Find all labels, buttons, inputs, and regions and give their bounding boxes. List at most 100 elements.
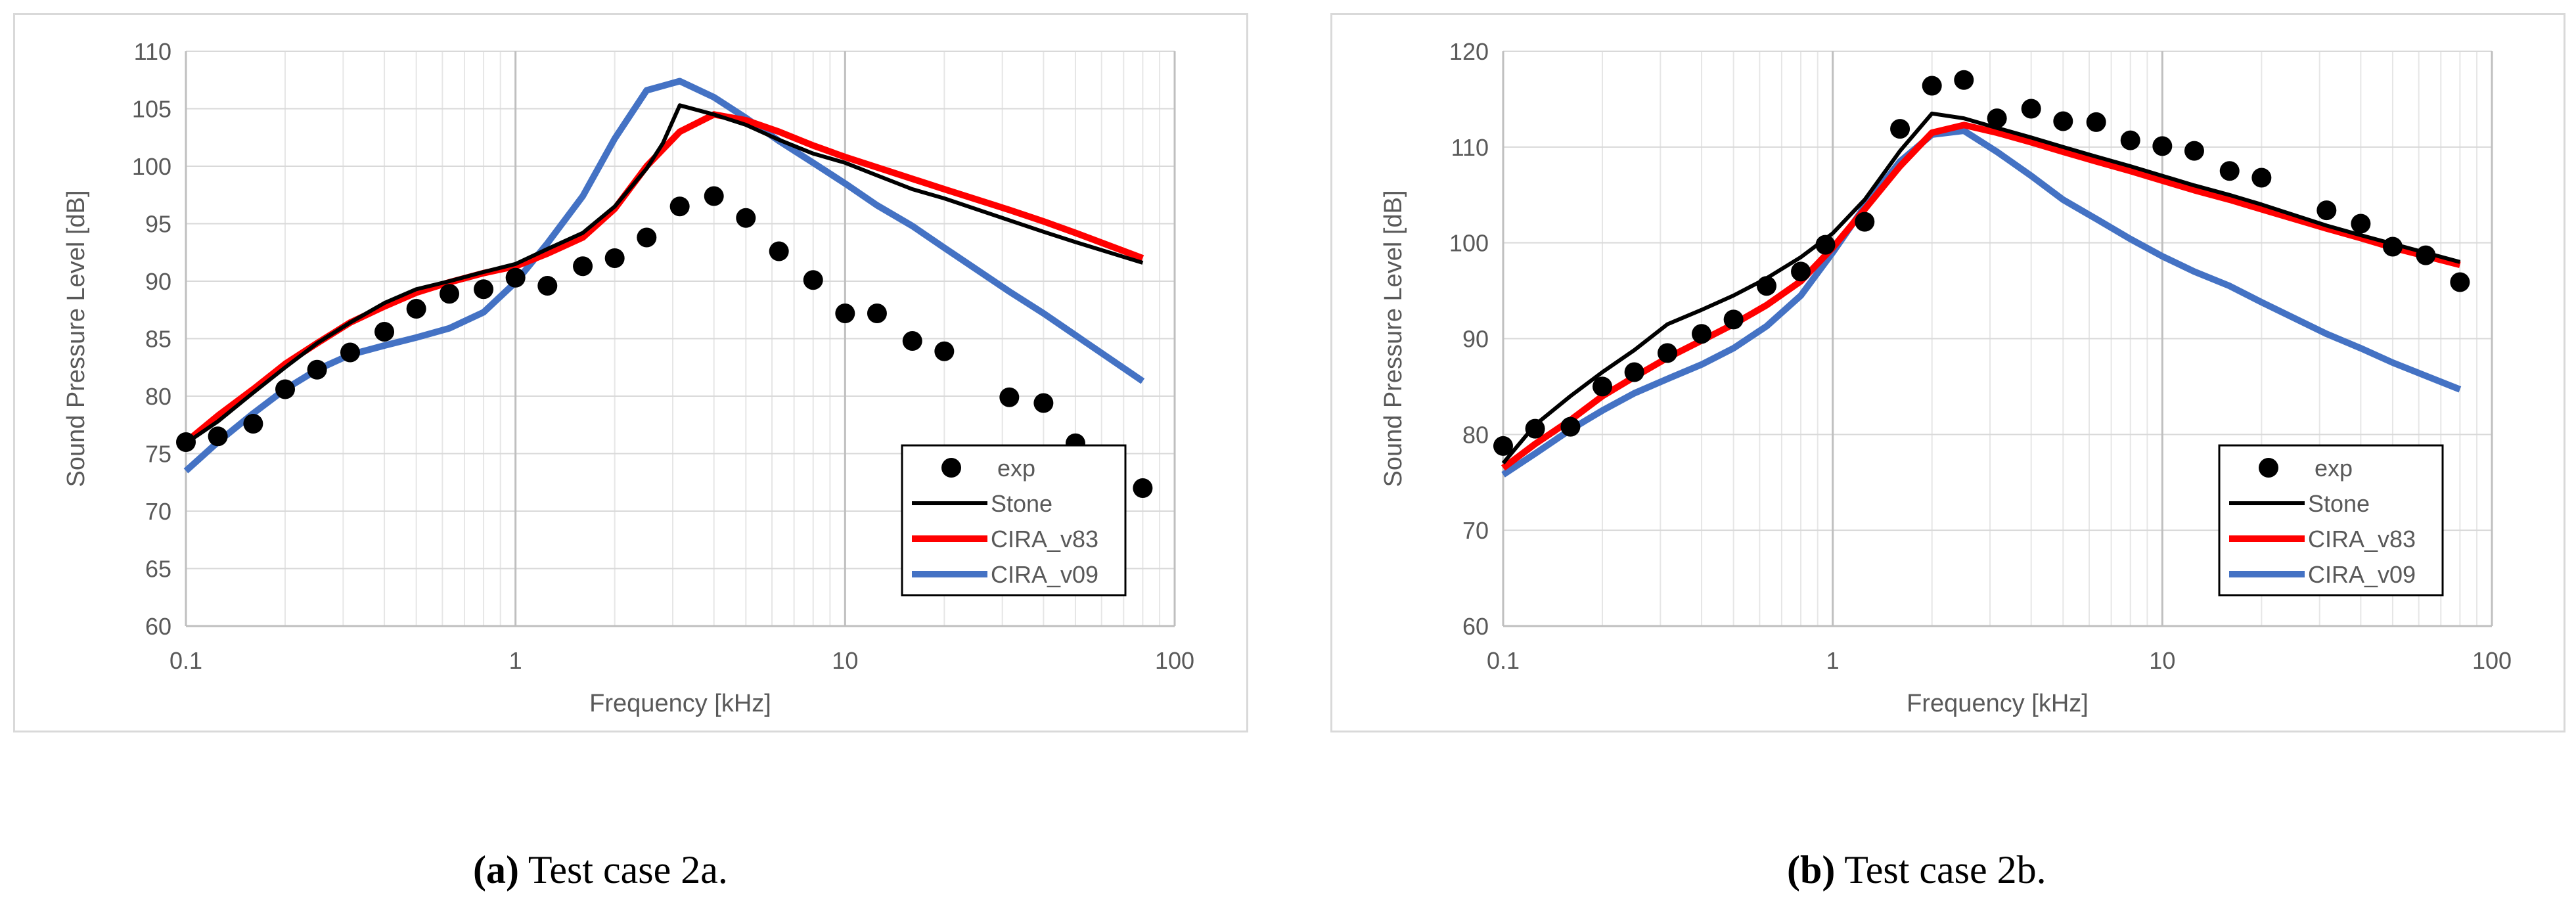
y-tick-label: 65 [145, 556, 171, 583]
series-line-cira-v09 [183, 78, 1145, 474]
legend-label: exp [2315, 455, 2353, 482]
legend-label: CIRA_v83 [991, 526, 1098, 552]
exp-data-point [2450, 272, 2470, 292]
legend-label: CIRA_v83 [2308, 526, 2416, 552]
caption-a-text: Test case 2a. [528, 848, 728, 891]
legend-label: CIRA_v09 [991, 561, 1098, 588]
series-line-stone [185, 103, 1144, 445]
y-tick-label: 70 [1462, 517, 1489, 544]
x-axis-title: Frequency [kHz] [1907, 690, 2089, 717]
exp-data-point [1033, 393, 1054, 413]
series-line-stone [1501, 111, 2461, 465]
chart-panel-b: 60 70 80 90 100 110 120 0.1 1 10 100 Frequency [kHz… [1330, 13, 2565, 732]
caption-a-label: (a) [473, 848, 519, 891]
exp-data-point [1560, 416, 1581, 437]
exp-data-point [1593, 376, 1613, 397]
exp-data-point [1692, 324, 1712, 344]
caption-b: (b) Test case 2b. [1787, 847, 2046, 893]
exp-data-point [1922, 76, 1942, 96]
x-tick-label: 1 [1826, 647, 1840, 674]
exp-data-point [243, 414, 263, 434]
chart-panel-a: 60 65 70 75 80 85 90 95 100 105 110 0.1 1 10 100 Freque… [13, 13, 1248, 732]
exp-data-point [2219, 161, 2240, 181]
exp-data-point [374, 322, 395, 342]
exp-data-point [1525, 418, 1545, 439]
y-tick-label: 75 [145, 441, 171, 468]
exp-data-point [1815, 235, 1836, 255]
y-tick-label: 95 [145, 211, 171, 238]
y-tick-label: 110 [134, 38, 171, 65]
y-tick-label: 100 [1449, 230, 1489, 257]
exp-data-point [2251, 168, 2272, 188]
x-tick-label: 1 [509, 647, 522, 674]
exp-data-point [1791, 261, 1811, 282]
legend-label: Stone [2308, 490, 2370, 517]
exp-data-point [406, 299, 426, 319]
exp-data-point [803, 270, 823, 290]
exp-data-point [999, 387, 1020, 407]
legend-label: exp [997, 455, 1035, 482]
exp-data-point [1757, 276, 1777, 296]
exp-data-point [505, 267, 526, 288]
exp-data-point [2053, 111, 2073, 131]
y-tick-label: 60 [145, 613, 171, 640]
y-tick-label: 90 [1462, 326, 1489, 353]
exp-data-point [1133, 478, 1153, 498]
series-line-cira-v09 [1501, 127, 2462, 478]
exp-data-point [537, 276, 558, 296]
exp-data-point [1987, 108, 2007, 129]
exp-data-point [176, 432, 196, 452]
exp-data-point [1624, 362, 1644, 382]
exp-data-point [2120, 130, 2140, 150]
caption-b-text: Test case 2b. [1844, 848, 2046, 891]
x-tick-label: 0.1 [169, 647, 202, 674]
legend-label: CIRA_v09 [2308, 561, 2416, 588]
exp-data-point [736, 208, 756, 228]
x-tick-label: 10 [2149, 647, 2175, 674]
x-tick-label: 100 [1155, 647, 1194, 674]
exp-data-point [1855, 212, 1875, 232]
exp-data-point [340, 342, 360, 363]
exp-data-point [2316, 200, 2337, 221]
exp-data-point [669, 196, 690, 217]
y-axis-title: Sound Pressure Level [dB] [1380, 190, 1407, 487]
exp-data-point [902, 331, 922, 351]
x-tick-label: 0.1 [1487, 647, 1520, 674]
legend-marker-exp [2259, 458, 2278, 478]
exp-data-point [637, 227, 657, 248]
y-tick-label: 105 [132, 96, 171, 123]
y-tick-label: 110 [1451, 134, 1489, 161]
x-axis-title: Frequency [kHz] [589, 690, 771, 717]
legend-box [901, 444, 1127, 597]
y-tick-label: 80 [145, 383, 171, 410]
exp-data-point [2416, 245, 2436, 265]
exp-data-point [604, 248, 625, 268]
y-tick-label: 90 [145, 268, 171, 295]
exp-data-point [1493, 436, 1513, 456]
series-line-cira-v83 [183, 111, 1144, 445]
exp-data-point [2086, 112, 2106, 132]
exp-data-point [208, 426, 228, 447]
x-tick-label: 10 [832, 647, 858, 674]
exp-data-point [704, 186, 724, 206]
exp-data-point [867, 304, 887, 323]
exp-data-point [2351, 214, 2371, 234]
exp-data-point [440, 284, 460, 304]
exp-data-point [2184, 141, 2204, 161]
exp-data-point [275, 379, 296, 399]
exp-data-point [2382, 236, 2403, 257]
exp-data-point [769, 241, 789, 261]
caption-b-label: (b) [1787, 848, 1836, 891]
y-tick-label: 85 [145, 326, 171, 353]
exp-data-point [1890, 119, 1910, 139]
legend-box [2218, 444, 2444, 597]
exp-data-point [474, 279, 494, 300]
exp-data-point [573, 256, 593, 277]
y-tick-label: 100 [132, 153, 171, 180]
y-tick-label: 120 [1449, 38, 1489, 65]
exp-data-point [1657, 343, 1677, 363]
exp-data-point [307, 359, 327, 380]
exp-data-point [934, 341, 955, 361]
